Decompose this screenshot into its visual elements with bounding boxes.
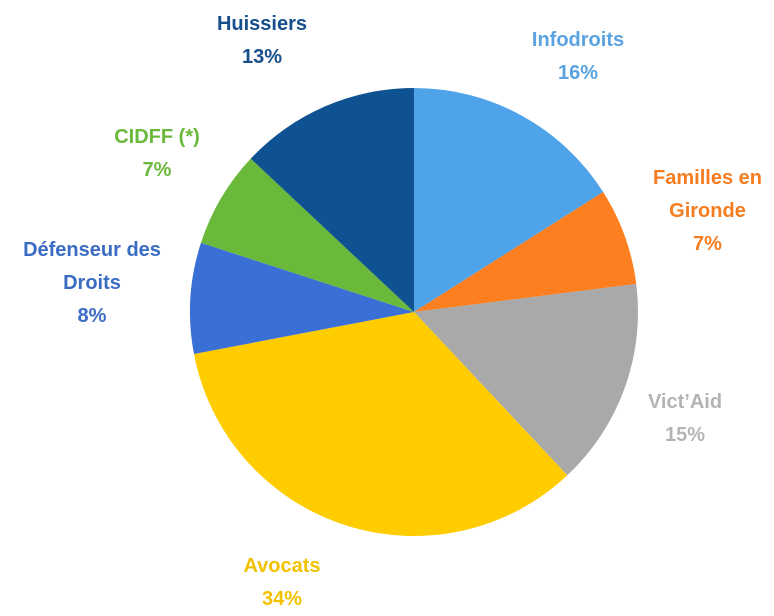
- slice: [200, 158, 414, 312]
- value-label: 15%: [664, 424, 706, 446]
- slice-label: CIDFF (*) 7%: [87, 121, 227, 187]
- slice-label: Vict’Aid 15%: [620, 386, 750, 452]
- slice: [414, 191, 637, 312]
- slice: [414, 283, 639, 476]
- category-label: CIDFF (*): [114, 126, 200, 148]
- value-label: 7%: [693, 233, 722, 255]
- category-label: Huissiers: [216, 13, 308, 35]
- category-label: Infodroits: [531, 29, 625, 51]
- slice-label: Infodroits 16%: [508, 24, 648, 90]
- slice: [414, 88, 604, 312]
- category-label: Défenseur des Droits: [23, 239, 161, 294]
- value-label: 8%: [77, 305, 107, 327]
- category-label: Vict’Aid: [647, 391, 723, 413]
- slice: [250, 88, 414, 312]
- value-label: 34%: [261, 588, 303, 610]
- slice-label: Avocats 34%: [212, 550, 352, 616]
- slice-label: Familles en Gironde 7%: [640, 162, 774, 261]
- value-label: 16%: [557, 62, 599, 84]
- value-label: 7%: [142, 159, 172, 181]
- value-label: 13%: [241, 46, 283, 68]
- slice-label: Huissiers 13%: [192, 8, 332, 74]
- category-label: Avocats: [243, 555, 321, 577]
- category-label: Familles en Gironde: [653, 167, 762, 222]
- slice-label: Défenseur des Droits 8%: [0, 234, 184, 333]
- slice: [193, 312, 568, 537]
- slice: [190, 242, 414, 354]
